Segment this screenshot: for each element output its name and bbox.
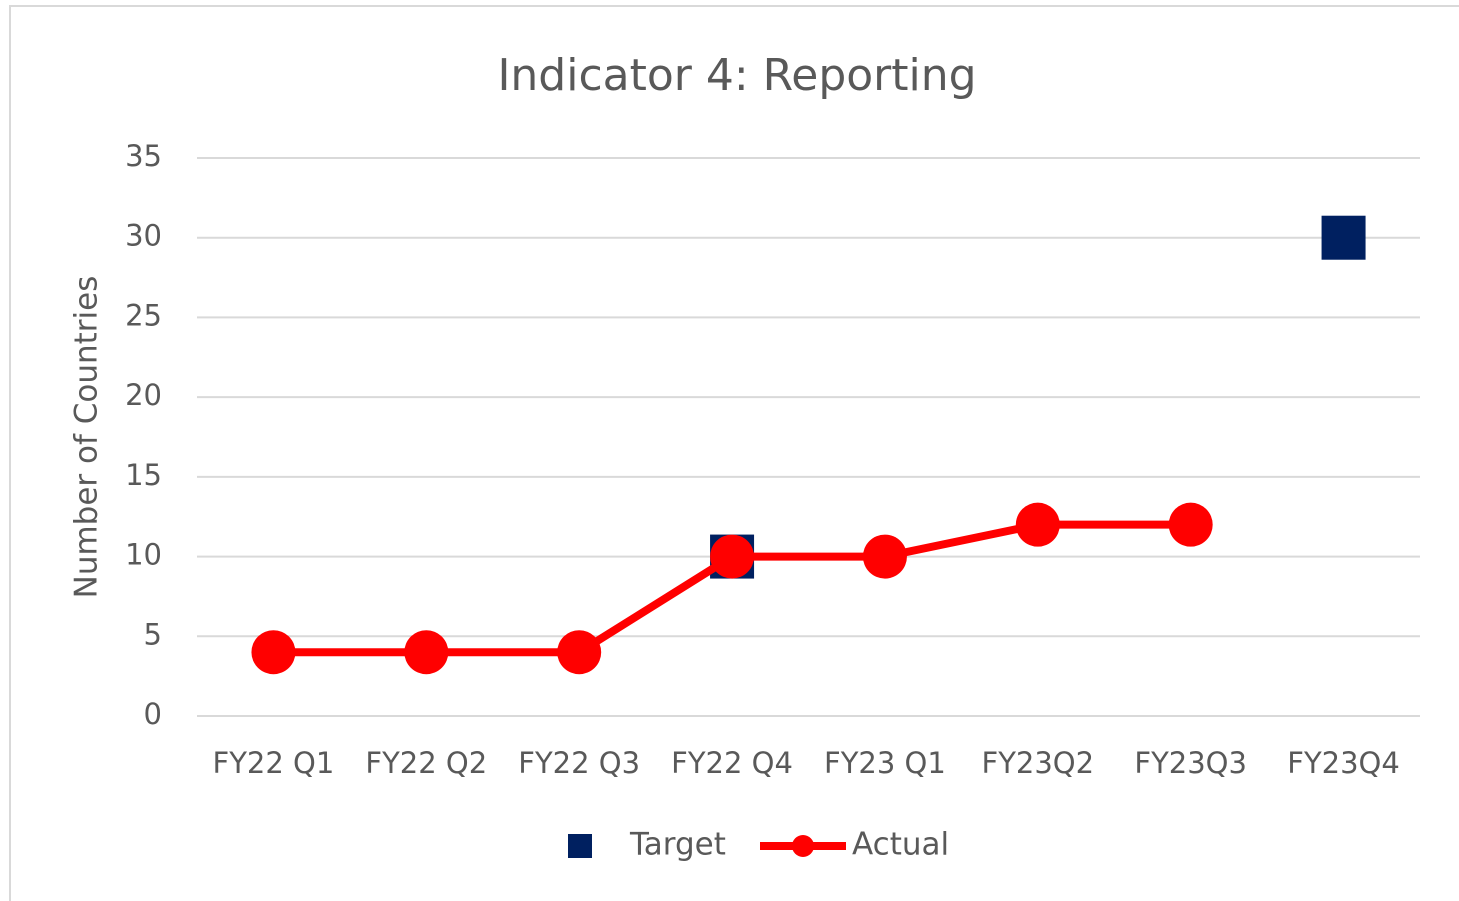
x-tick-label: FY22 Q3 [518,746,640,780]
x-tick-label: FY22 Q4 [671,746,793,780]
y-tick-label: 0 [144,697,162,731]
chart-border [9,5,1459,901]
x-tick-label: FY23 Q1 [824,746,946,780]
y-axis-label: Number of Countries [69,276,105,599]
x-tick-label: FY22 Q2 [365,746,487,780]
marker [1015,502,1060,547]
legend-label: Actual [852,827,949,863]
y-tick-label: 5 [144,617,162,651]
legend-label: Target [629,827,726,863]
marker [557,630,602,675]
x-tick-label: FY23Q3 [1134,746,1247,780]
legend-marker [568,834,592,858]
marker [862,534,907,579]
legend-item: Actual [760,827,949,863]
legend-marker [792,835,814,857]
marker [1168,502,1213,547]
y-tick-label: 10 [125,538,162,572]
y-tick-label: 15 [125,458,162,492]
chart-title: Indicator 4: Reporting [497,50,976,101]
marker [710,534,755,579]
y-tick-label: 25 [125,298,162,332]
y-tick-label: 30 [125,219,162,253]
marker [404,630,449,675]
x-tick-label: FY23Q4 [1287,746,1400,780]
marker [1321,215,1366,260]
marker [251,630,296,675]
y-tick-label: 20 [125,378,162,412]
x-tick-label: FY23Q2 [982,746,1095,780]
legend-item: Target [568,827,726,863]
x-tick-label: FY22 Q1 [213,746,335,780]
y-tick-label: 35 [125,139,162,173]
